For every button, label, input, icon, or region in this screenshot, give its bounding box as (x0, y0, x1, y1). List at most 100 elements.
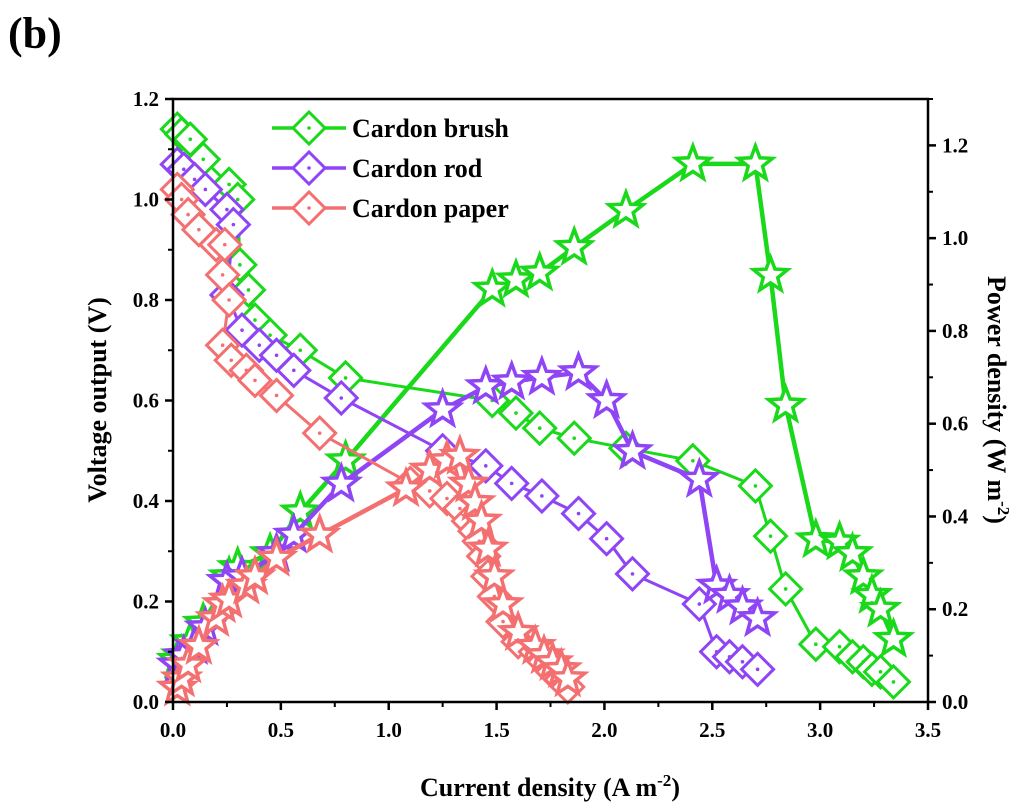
voltage-point-dot (246, 288, 251, 292)
voltage-point-dot (268, 333, 272, 337)
power-point (610, 428, 655, 471)
power-point (584, 377, 629, 420)
power-point (735, 595, 780, 638)
power-point (319, 461, 364, 503)
voltage-point-dot (691, 459, 695, 463)
power-point (830, 530, 875, 573)
y-tick-label: 0.8 (133, 288, 159, 312)
voltage-line-cardon-rod (176, 163, 759, 671)
power-point (871, 616, 916, 658)
y-tick-label: 1.0 (133, 188, 159, 212)
series-cardon-paper (155, 171, 590, 707)
y2-tick-label: 1.0 (942, 226, 968, 250)
voltage-point-dot (814, 642, 818, 647)
legend-item-cardon-paper: Cardon paper (272, 189, 509, 227)
power-point (517, 249, 562, 292)
voltage-point-dot (343, 376, 348, 380)
voltage-point-dot (181, 167, 186, 172)
voltage-point-dot (837, 644, 842, 649)
power-point (453, 479, 497, 522)
y-tick-label: 1.2 (133, 87, 159, 111)
power-point (446, 461, 491, 503)
voltage-point-dot (188, 137, 193, 141)
power-point (420, 386, 465, 429)
legend-dot (307, 206, 311, 210)
voltage-point-dot (298, 348, 303, 353)
voltage-point-dot (220, 343, 225, 348)
panel-label: (b) (8, 9, 62, 58)
y-tick-label: 0.0 (133, 690, 159, 714)
voltage-point-dot (203, 187, 208, 192)
legend-label: Cardon paper (352, 194, 509, 223)
voltage-point-dot (192, 177, 197, 182)
power-point (459, 498, 504, 540)
voltage-point-dot (225, 207, 229, 212)
voltage-point-dot (697, 602, 702, 606)
legend-item-cardon-rod: Cardon rod (272, 149, 483, 187)
power-point (793, 516, 838, 559)
power-point (671, 140, 715, 183)
power-point (466, 525, 510, 568)
power-point (604, 187, 648, 229)
voltage-point-dot (768, 534, 773, 538)
y2-tick-label: 1.2 (942, 133, 968, 157)
power-point (297, 512, 342, 554)
axes: 0.0 0.5 1.0 1.5 2.0 2.5 3.0 3.5 0.0 0.2 0.4 0.6 0.8… (133, 87, 969, 742)
y2-axis-ticks: 0.0 0.2 0.4 0.6 0.8 1.0 1.2 (928, 98, 969, 714)
x-axis-ticks: 0.0 0.5 1.0 1.5 2.0 2.5 3.0 3.5 (160, 702, 941, 742)
y-axis-title: Voltage output (V) (83, 297, 112, 503)
x-tick-label: 1.5 (483, 718, 509, 742)
voltage-point-dot (179, 197, 184, 202)
x-tick-label: 1.0 (376, 718, 402, 742)
voltage-point-dot (220, 273, 225, 277)
legend-label: Cardon brush (352, 114, 509, 143)
voltage-point-dot (317, 431, 322, 435)
voltage-point-dot (509, 481, 514, 486)
y2-tick-label: 0.2 (942, 597, 968, 621)
voltage-point-dot (227, 182, 231, 187)
voltage-point-dot (572, 436, 577, 440)
voltage-point-dot (222, 242, 227, 247)
legend-dot (307, 126, 311, 130)
power-point (472, 553, 517, 596)
power-point (748, 252, 793, 294)
power-point (177, 623, 221, 665)
power-point (841, 553, 886, 596)
power-point (278, 488, 323, 531)
voltage-point-dot (186, 212, 190, 217)
y2-tick-label: 0.8 (942, 319, 968, 343)
voltage-point-dot (292, 368, 296, 373)
power-point (733, 140, 778, 183)
voltage-point-dot (483, 464, 488, 468)
x-tick-label: 2.0 (591, 718, 617, 742)
voltage-point-dot (238, 263, 242, 267)
voltage-point-dot (755, 667, 760, 672)
power-point (254, 535, 299, 577)
x-axis-title: Current density (A m-2) (420, 771, 680, 802)
voltage-point-dot (740, 660, 745, 664)
voltage-point-dot (229, 358, 234, 363)
voltage-point-dot (537, 426, 542, 430)
voltage-point-dot (235, 197, 240, 202)
voltage-point-dot (783, 587, 788, 591)
voltage-point-dot (274, 393, 279, 398)
voltage-point-dot (576, 511, 581, 516)
voltage-point-dot (240, 328, 244, 332)
voltage-point-dot (445, 496, 449, 501)
x-tick-label: 2.5 (699, 718, 725, 742)
y-axis-ticks: 0.0 0.2 0.4 0.6 0.8 1.0 1.2 (133, 87, 173, 714)
power-point (556, 349, 601, 392)
voltage-point-dot (501, 619, 505, 624)
plot-area (155, 111, 916, 707)
voltage-point-dot (427, 489, 432, 493)
x-tick-label: 0.5 (268, 718, 294, 742)
power-point (858, 586, 903, 628)
x-tick-label: 3.0 (807, 718, 833, 742)
voltage-point-dot (878, 670, 883, 674)
y2-tick-label: 0.6 (942, 412, 968, 436)
series-cardon-rod (155, 146, 780, 688)
legend-item-cardon-brush: Cardon brush (272, 109, 509, 147)
voltage-point-dot (253, 378, 257, 383)
voltage-point-dot (753, 484, 758, 488)
y-tick-label: 0.4 (133, 489, 160, 513)
